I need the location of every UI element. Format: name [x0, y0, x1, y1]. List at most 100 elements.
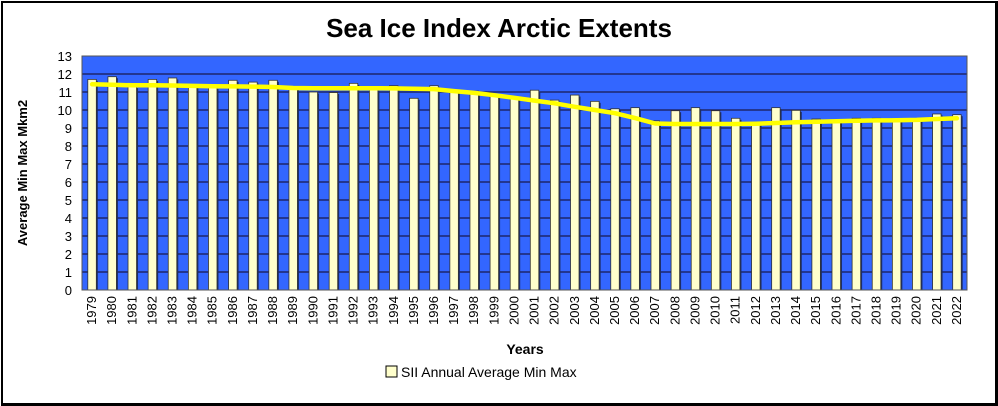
x-tick-label: 1981 — [124, 296, 139, 325]
bar-2017 — [851, 117, 862, 291]
bar-1980 — [107, 76, 117, 291]
x-tick-label: 2010 — [708, 296, 723, 325]
x-tick-label: 1986 — [225, 296, 240, 325]
bar-1986 — [228, 79, 238, 291]
bar-2018 — [871, 117, 882, 291]
x-tick-label: 1994 — [386, 296, 401, 325]
bar-2008 — [670, 110, 681, 291]
bar-2012 — [751, 122, 761, 291]
x-tick-label: 2021 — [929, 296, 944, 325]
x-tick-label: 2018 — [868, 296, 883, 325]
y-tick-label: 6 — [65, 175, 72, 190]
y-tick-label: 2 — [65, 247, 72, 262]
x-tick-label: 1987 — [245, 296, 260, 325]
bar-1985 — [208, 87, 218, 291]
bar-1997 — [449, 89, 459, 291]
bar-2006 — [630, 107, 640, 291]
legend: SII Annual Average Min Max — [385, 364, 577, 380]
x-tick-label: 2022 — [949, 296, 964, 325]
x-tick-label: 1997 — [446, 296, 461, 325]
chart-title: Sea Ice Index Arctic Extents — [326, 13, 672, 43]
bar-2014 — [791, 109, 801, 291]
x-tick-label: 1985 — [205, 296, 220, 325]
y-axis-label: Average Min Max Mkm2 — [15, 100, 30, 246]
x-tick-label: 1995 — [406, 296, 421, 325]
x-tick-label: 2019 — [889, 296, 904, 325]
y-tick-label: 12 — [58, 67, 72, 82]
x-tick-label: 2005 — [607, 296, 622, 325]
x-tick-label: 2003 — [567, 296, 582, 325]
y-tick-label: 13 — [58, 49, 72, 64]
bar-2010 — [710, 110, 721, 291]
y-tick-label: 11 — [59, 85, 73, 100]
x-tick-label: 2017 — [848, 296, 863, 325]
bar-1979 — [87, 79, 97, 291]
bar-2013 — [771, 107, 781, 291]
bar-2020 — [912, 120, 922, 291]
x-tick-label: 2004 — [587, 296, 602, 325]
y-tick-label: 9 — [65, 121, 72, 136]
x-tick-label: 1991 — [325, 296, 340, 325]
bar-2021 — [932, 113, 942, 291]
bar-2004 — [590, 100, 600, 291]
trend-line — [89, 82, 960, 127]
x-axis-ticks: 1979 1980 1981 1982 1983 1984 1985 1986 1987 1988… — [84, 296, 964, 325]
x-tick-label: 2006 — [627, 296, 642, 325]
y-tick-label: 4 — [65, 211, 72, 226]
bar-2007 — [650, 120, 660, 291]
x-tick-label: 2009 — [687, 296, 702, 325]
plot-border — [81, 55, 968, 291]
x-tick-label: 2012 — [748, 296, 763, 325]
legend-swatch — [385, 365, 398, 378]
bar-1993 — [368, 88, 379, 291]
bar-2005 — [610, 108, 620, 291]
bar-2011 — [731, 117, 741, 291]
bar-1982 — [147, 79, 158, 291]
x-tick-label: 1989 — [285, 296, 300, 325]
bar-2016 — [831, 120, 841, 291]
bar-2022 — [952, 114, 962, 291]
x-tick-label: 2007 — [647, 296, 662, 325]
bar-2019 — [891, 120, 902, 291]
y-tick-label: 1 — [65, 265, 72, 280]
y-tick-label: 7 — [65, 157, 72, 172]
x-tick-label: 1993 — [366, 296, 381, 325]
x-tick-label: 2020 — [909, 296, 924, 325]
bar-1987 — [248, 81, 258, 291]
bar-1998 — [469, 90, 479, 291]
y-tick-label: 3 — [65, 229, 72, 244]
bar-1996 — [429, 85, 439, 291]
bar-2001 — [529, 89, 540, 291]
bar-1989 — [288, 88, 298, 291]
y-tick-label: 5 — [65, 193, 72, 208]
y-tick-label: 0 — [65, 283, 72, 298]
x-tick-label: 2014 — [788, 296, 803, 325]
bar-1981 — [127, 86, 137, 291]
x-tick-label: 1992 — [346, 296, 361, 325]
x-tick-label: 2015 — [808, 296, 823, 325]
x-tick-label: 2008 — [667, 296, 682, 325]
x-tick-label: 1998 — [466, 296, 481, 325]
x-tick-label: 1979 — [84, 296, 99, 325]
bar-1994 — [389, 85, 399, 291]
x-tick-label: 1984 — [185, 296, 200, 325]
x-tick-label: 1988 — [265, 296, 280, 325]
bar-1991 — [328, 92, 339, 291]
bar-1990 — [308, 91, 318, 291]
bar-2000 — [509, 97, 520, 291]
y-tick-label: 10 — [58, 103, 72, 118]
x-tick-label: 2002 — [547, 296, 562, 325]
x-tick-label: 1983 — [165, 296, 180, 325]
legend-label: SII Annual Average Min Max — [401, 364, 577, 380]
bar-1992 — [348, 82, 359, 291]
x-tick-label: 2011 — [728, 296, 743, 324]
x-axis-label: Years — [506, 341, 544, 357]
x-tick-label: 2001 — [527, 296, 542, 325]
bar-2009 — [690, 107, 701, 291]
bar-1999 — [489, 95, 499, 291]
x-tick-label: 2013 — [768, 296, 783, 325]
x-tick-label: 1999 — [486, 296, 501, 325]
bar-2003 — [570, 94, 580, 291]
